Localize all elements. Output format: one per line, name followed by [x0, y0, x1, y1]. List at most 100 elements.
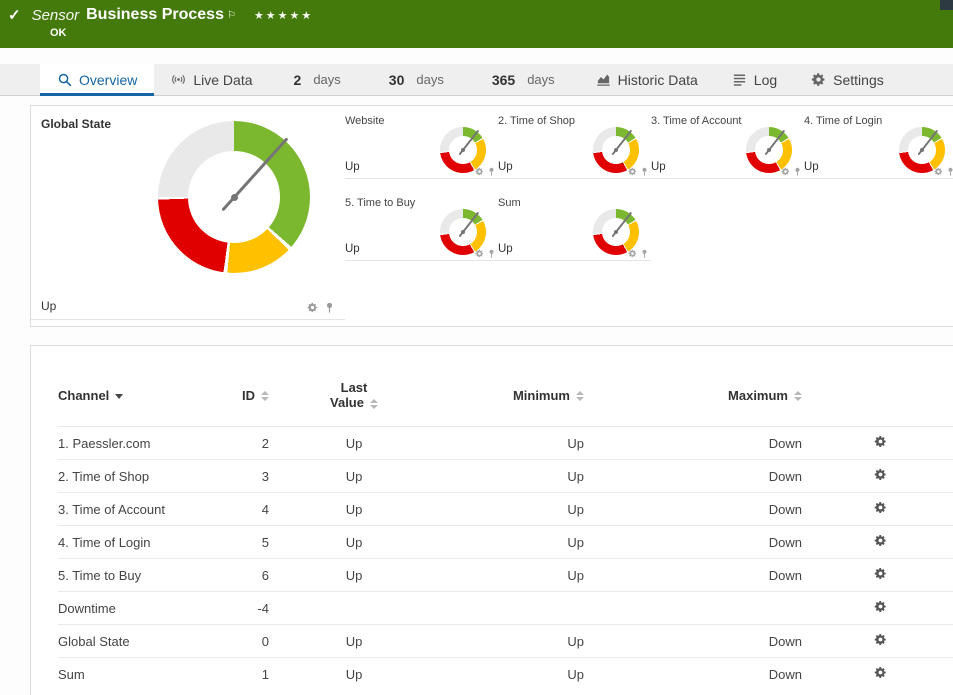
column-header-maximum[interactable]: Maximum — [584, 376, 802, 427]
gauge-title: 2. Time of Shop — [498, 115, 576, 127]
ok-check-icon: ✓ — [8, 7, 21, 24]
gauge-title: Sum — [498, 197, 521, 209]
column-header-last-value[interactable]: Last Value — [269, 376, 439, 427]
channel-settings-gear-icon[interactable] — [874, 534, 887, 550]
channels-table: Channel ID Last Value Minimum Maximum — [58, 376, 953, 691]
mini-gauge — [593, 127, 639, 173]
gear-icon[interactable] — [628, 167, 637, 176]
channel-settings-gear-icon[interactable] — [874, 666, 887, 682]
sort-icon — [794, 391, 802, 402]
priority-stars[interactable]: ★★★★★ — [253, 9, 314, 22]
tab-overview[interactable]: Overview — [40, 64, 155, 96]
table-row: Downtime -4 — [58, 591, 953, 625]
gauge-value: Up — [345, 243, 360, 255]
column-header-channel[interactable]: Channel — [58, 376, 223, 427]
priority-flag-icon[interactable]: ⚐ — [226, 9, 236, 21]
sensor-status-header: ✓ Sensor Business Process ⚐ ★★★★★ OK — [0, 0, 953, 48]
pin-icon[interactable] — [640, 167, 649, 176]
pin-icon[interactable] — [946, 167, 953, 176]
global-state-gauge-tile: Global State Up — [31, 106, 345, 320]
channel-settings-gear-icon[interactable] — [874, 600, 887, 616]
table-row: 4. Time of Login 5 Up Up Down — [58, 525, 953, 559]
tab-label: Settings — [833, 71, 884, 88]
global-state-gauge — [158, 121, 310, 273]
overview-icon — [57, 72, 72, 87]
mini-gauges-grid: Website Up 2. Time of Shop Up — [345, 106, 953, 320]
sensor-kind-label: Sensor — [31, 6, 80, 24]
channels-panel: Channel ID Last Value Minimum Maximum — [30, 345, 953, 695]
gear-icon[interactable] — [307, 302, 318, 313]
scrollbar-corner — [940, 0, 953, 10]
channel-minimum: Up — [567, 501, 584, 517]
channel-maximum: Down — [768, 666, 802, 682]
tab-365-days[interactable]: 365 days — [468, 64, 579, 95]
tab-days-unit: days — [416, 72, 444, 87]
gauge-title: 5. Time to Buy — [345, 197, 416, 209]
sort-icon — [369, 398, 378, 409]
channel-minimum: Up — [567, 534, 584, 550]
channel-maximum: Down — [768, 567, 802, 583]
gauge-value: Up — [804, 161, 819, 173]
tab-2-days[interactable]: 2 days — [270, 64, 365, 95]
sensor-status-badge: OK — [50, 27, 67, 39]
table-header-row: Channel ID Last Value Minimum Maximum — [58, 376, 953, 427]
channel-name: Global State — [58, 633, 130, 649]
channel-minimum: Up — [567, 435, 584, 451]
gear-icon[interactable] — [781, 167, 790, 176]
channel-id: 0 — [261, 633, 269, 649]
gear-icon[interactable] — [475, 249, 484, 258]
mini-gauge-tile-time-of-account: 3. Time of Account Up — [651, 106, 804, 179]
pin-icon[interactable] — [793, 167, 802, 176]
pin-icon[interactable] — [640, 249, 649, 258]
column-header-minimum[interactable]: Minimum — [439, 376, 584, 427]
gauge-needle-hub — [767, 148, 771, 152]
gauge-title: Global State — [41, 117, 112, 131]
gauge-needle-hub — [614, 148, 618, 152]
mini-gauge-tile-sum: Sum Up — [498, 188, 651, 261]
table-row: 1. Paessler.com 2 Up Up Down — [58, 426, 953, 460]
gear-icon[interactable] — [934, 167, 943, 176]
tab-label: Live Data — [193, 71, 253, 88]
tab-days-number: 365 — [491, 71, 516, 88]
tab-live-data[interactable]: Live Data — [154, 64, 269, 95]
column-header-id[interactable]: ID — [223, 376, 269, 427]
gauge-value: Up — [41, 299, 57, 313]
gauge-needle-hub — [920, 148, 924, 152]
gear-icon[interactable] — [628, 249, 637, 258]
channel-settings-gear-icon[interactable] — [874, 633, 887, 649]
mini-gauge — [593, 209, 639, 255]
channel-name: 4. Time of Login — [58, 534, 151, 550]
table-row: 2. Time of Shop 3 Up Up Down — [58, 459, 953, 493]
gear-icon[interactable] — [475, 167, 484, 176]
channel-settings-gear-icon[interactable] — [874, 501, 887, 517]
sort-icon — [576, 391, 584, 402]
pin-icon[interactable] — [487, 249, 496, 258]
channel-last-value: Up — [345, 633, 363, 649]
channel-maximum: Down — [768, 501, 802, 517]
mini-gauge — [440, 209, 486, 255]
gear-icon — [811, 72, 826, 87]
channel-minimum: Up — [567, 633, 584, 649]
channel-id: 4 — [261, 501, 269, 517]
gauge-value: Up — [651, 161, 666, 173]
tab-settings[interactable]: Settings — [794, 64, 901, 95]
channel-settings-gear-icon[interactable] — [874, 435, 887, 451]
channel-id: 3 — [261, 468, 269, 484]
pin-icon[interactable] — [324, 302, 335, 313]
channel-settings-gear-icon[interactable] — [874, 567, 887, 583]
gauge-value: Up — [345, 161, 360, 173]
gauge-title: Website — [345, 115, 385, 127]
channel-minimum: Up — [567, 468, 584, 484]
tab-label: Historic Data — [617, 71, 698, 88]
tab-30-days[interactable]: 30 days — [365, 64, 468, 95]
tab-days-number: 30 — [388, 71, 405, 88]
mini-gauge-tile-time-of-shop: 2. Time of Shop Up — [498, 106, 651, 179]
channel-id: -4 — [257, 600, 269, 616]
tab-label: Log — [753, 71, 778, 88]
tab-log[interactable]: Log — [715, 64, 794, 95]
channel-settings-gear-icon[interactable] — [874, 468, 887, 484]
channel-maximum: Down — [768, 633, 802, 649]
pin-icon[interactable] — [487, 167, 496, 176]
historic-data-icon — [596, 72, 611, 87]
tab-historic-data[interactable]: Historic Data — [579, 64, 715, 95]
